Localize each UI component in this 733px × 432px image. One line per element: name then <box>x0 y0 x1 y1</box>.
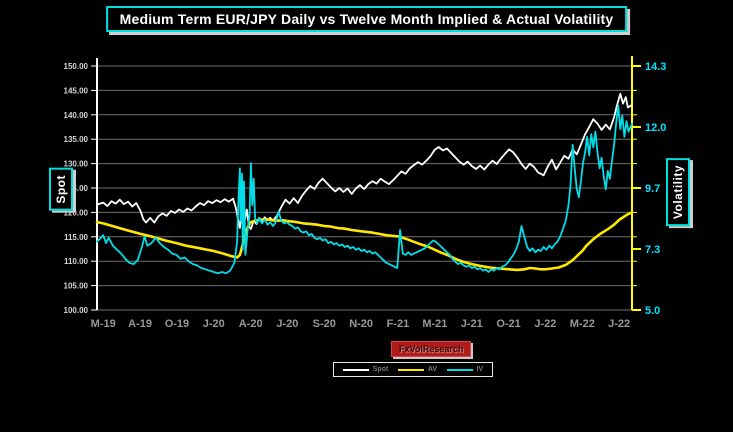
x-axis-tick-label: O-19 <box>165 318 189 330</box>
legend-label-spot: Spot <box>372 366 389 373</box>
right-axis-tick-label: 7.3 <box>645 244 660 256</box>
x-axis-tick-label: J-21 <box>461 318 483 330</box>
x-axis-tick-label: J-22 <box>534 318 556 330</box>
left-axis-tick-label: 150.00 <box>64 62 89 71</box>
left-axis-tick-label: 130.00 <box>64 160 89 169</box>
right-axis-title: Volatility <box>666 158 690 227</box>
x-axis-tick-label: A-20 <box>239 318 263 330</box>
left-axis-title: Spot <box>49 168 73 211</box>
legend-box: Spot AV IV <box>333 362 493 377</box>
legend-label-iv: IV <box>476 366 484 373</box>
left-axis-tick-label: 120.00 <box>64 208 89 217</box>
right-axis-tick-label: 9.7 <box>645 183 660 195</box>
left-axis-tick-label: 140.00 <box>64 111 89 120</box>
right-axis-tick-label: 12.0 <box>645 122 666 134</box>
legend-item-iv: IV <box>446 366 484 373</box>
x-axis-tick-label: N-20 <box>349 318 373 330</box>
left-axis-tick-label: 135.00 <box>64 135 89 144</box>
x-axis-tick-label: J-20 <box>203 318 225 330</box>
legend-item-spot: Spot <box>342 366 389 373</box>
av-series-line <box>95 211 634 272</box>
iv-line-swatch <box>446 368 473 371</box>
left-axis-tick-label: 125.00 <box>64 184 89 193</box>
x-axis-tick-label: J-20 <box>276 318 298 330</box>
x-axis-tick-label: O-21 <box>496 318 520 330</box>
left-axis-tick-label: 115.00 <box>64 233 89 242</box>
x-axis-tick-label: S-20 <box>313 318 336 330</box>
legend-label-av: AV <box>427 366 438 373</box>
legend-item-av: AV <box>397 366 438 373</box>
x-axis-tick-label: M-21 <box>422 318 447 330</box>
iv-series-line <box>96 104 633 275</box>
x-axis-tick-label: F-21 <box>387 318 410 330</box>
left-axis-tick-label: 145.00 <box>64 86 89 95</box>
x-axis-tick-label: M-22 <box>570 318 595 330</box>
spot-line-swatch <box>342 368 369 371</box>
right-axis-tick-label: 14.3 <box>645 61 666 73</box>
right-axis-tick-label: 5.0 <box>645 305 660 317</box>
left-axis-tick-label: 100.00 <box>64 306 89 315</box>
av-line-swatch <box>397 368 424 371</box>
spot-series-line <box>96 92 633 230</box>
left-axis-tick-label: 110.00 <box>64 257 89 266</box>
chart-title: Medium Term EUR/JPY Daily vs Twelve Mont… <box>105 6 628 32</box>
x-axis-tick-label: M-19 <box>91 318 116 330</box>
x-axis-tick-label: A-19 <box>128 318 152 330</box>
left-axis-tick-label: 105.00 <box>64 282 89 291</box>
watermark-badge: FxVolResearch <box>391 341 472 357</box>
x-axis-tick-label: J-22 <box>608 318 630 330</box>
